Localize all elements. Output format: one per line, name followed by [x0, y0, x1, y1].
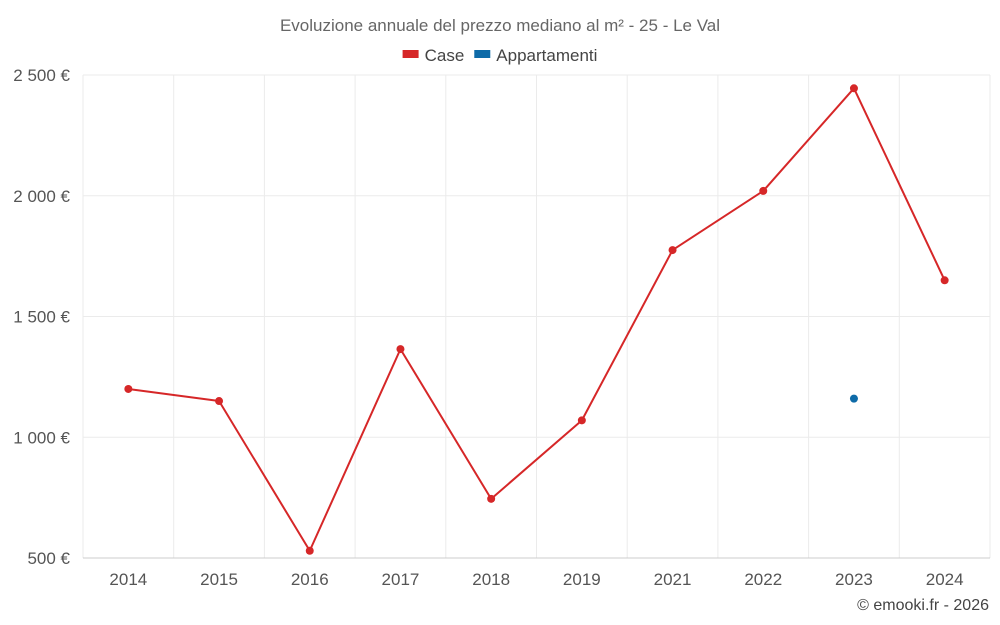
data-point — [849, 84, 858, 93]
legend-label: Appartamenti — [496, 46, 597, 65]
data-point — [849, 394, 858, 403]
x-tick-label: 2022 — [744, 570, 782, 589]
credit: © emooki.fr - 2026 — [857, 597, 989, 614]
legend-swatch — [474, 50, 491, 58]
x-tick-label: 2023 — [835, 570, 873, 589]
x-tick-label: 2014 — [109, 570, 147, 589]
x-tick-label: 2024 — [926, 570, 964, 589]
chart-title: Evoluzione annuale del prezzo mediano al… — [280, 16, 720, 35]
y-tick-label: 2 000 € — [13, 187, 70, 206]
x-tick-label: 2015 — [200, 570, 238, 589]
data-point — [305, 546, 314, 555]
legend: Case Appartamenti — [402, 46, 597, 65]
y-tick-label: 2 500 € — [13, 66, 70, 85]
data-point — [759, 186, 768, 195]
legend-swatch — [402, 50, 419, 58]
legend-label: Case — [425, 46, 465, 65]
y-tick-label: 1 000 € — [13, 428, 70, 447]
grid — [82, 74, 991, 558]
x-tick-label: 2019 — [563, 570, 601, 589]
x-tick-label: 2021 — [654, 570, 692, 589]
series-line — [128, 87, 946, 552]
data-point — [940, 276, 949, 285]
y-tick-label: 500 € — [27, 549, 70, 568]
series-case — [124, 84, 949, 555]
data-point — [487, 494, 496, 503]
y-tick-label: 1 500 € — [13, 308, 70, 327]
legend-item: Case — [402, 46, 465, 65]
data-point — [668, 246, 677, 255]
x-tick-label: 2018 — [472, 570, 510, 589]
data-point — [215, 397, 224, 406]
x-tick-label: 2016 — [291, 570, 329, 589]
y-axis-ticks: 500 € 1 000 € 1 500 € 2 000 € 2 500 € — [13, 66, 70, 568]
data-point — [396, 345, 405, 354]
data-point — [124, 384, 133, 393]
series — [124, 84, 949, 555]
legend-item: Appartamenti — [474, 46, 597, 65]
x-axis-ticks: 2014 2015 2016 2017 2018 2019 2021 2022 2023 2024 — [109, 570, 963, 589]
series-appartamenti — [849, 394, 858, 403]
x-tick-label: 2017 — [382, 570, 420, 589]
data-point — [577, 416, 586, 425]
